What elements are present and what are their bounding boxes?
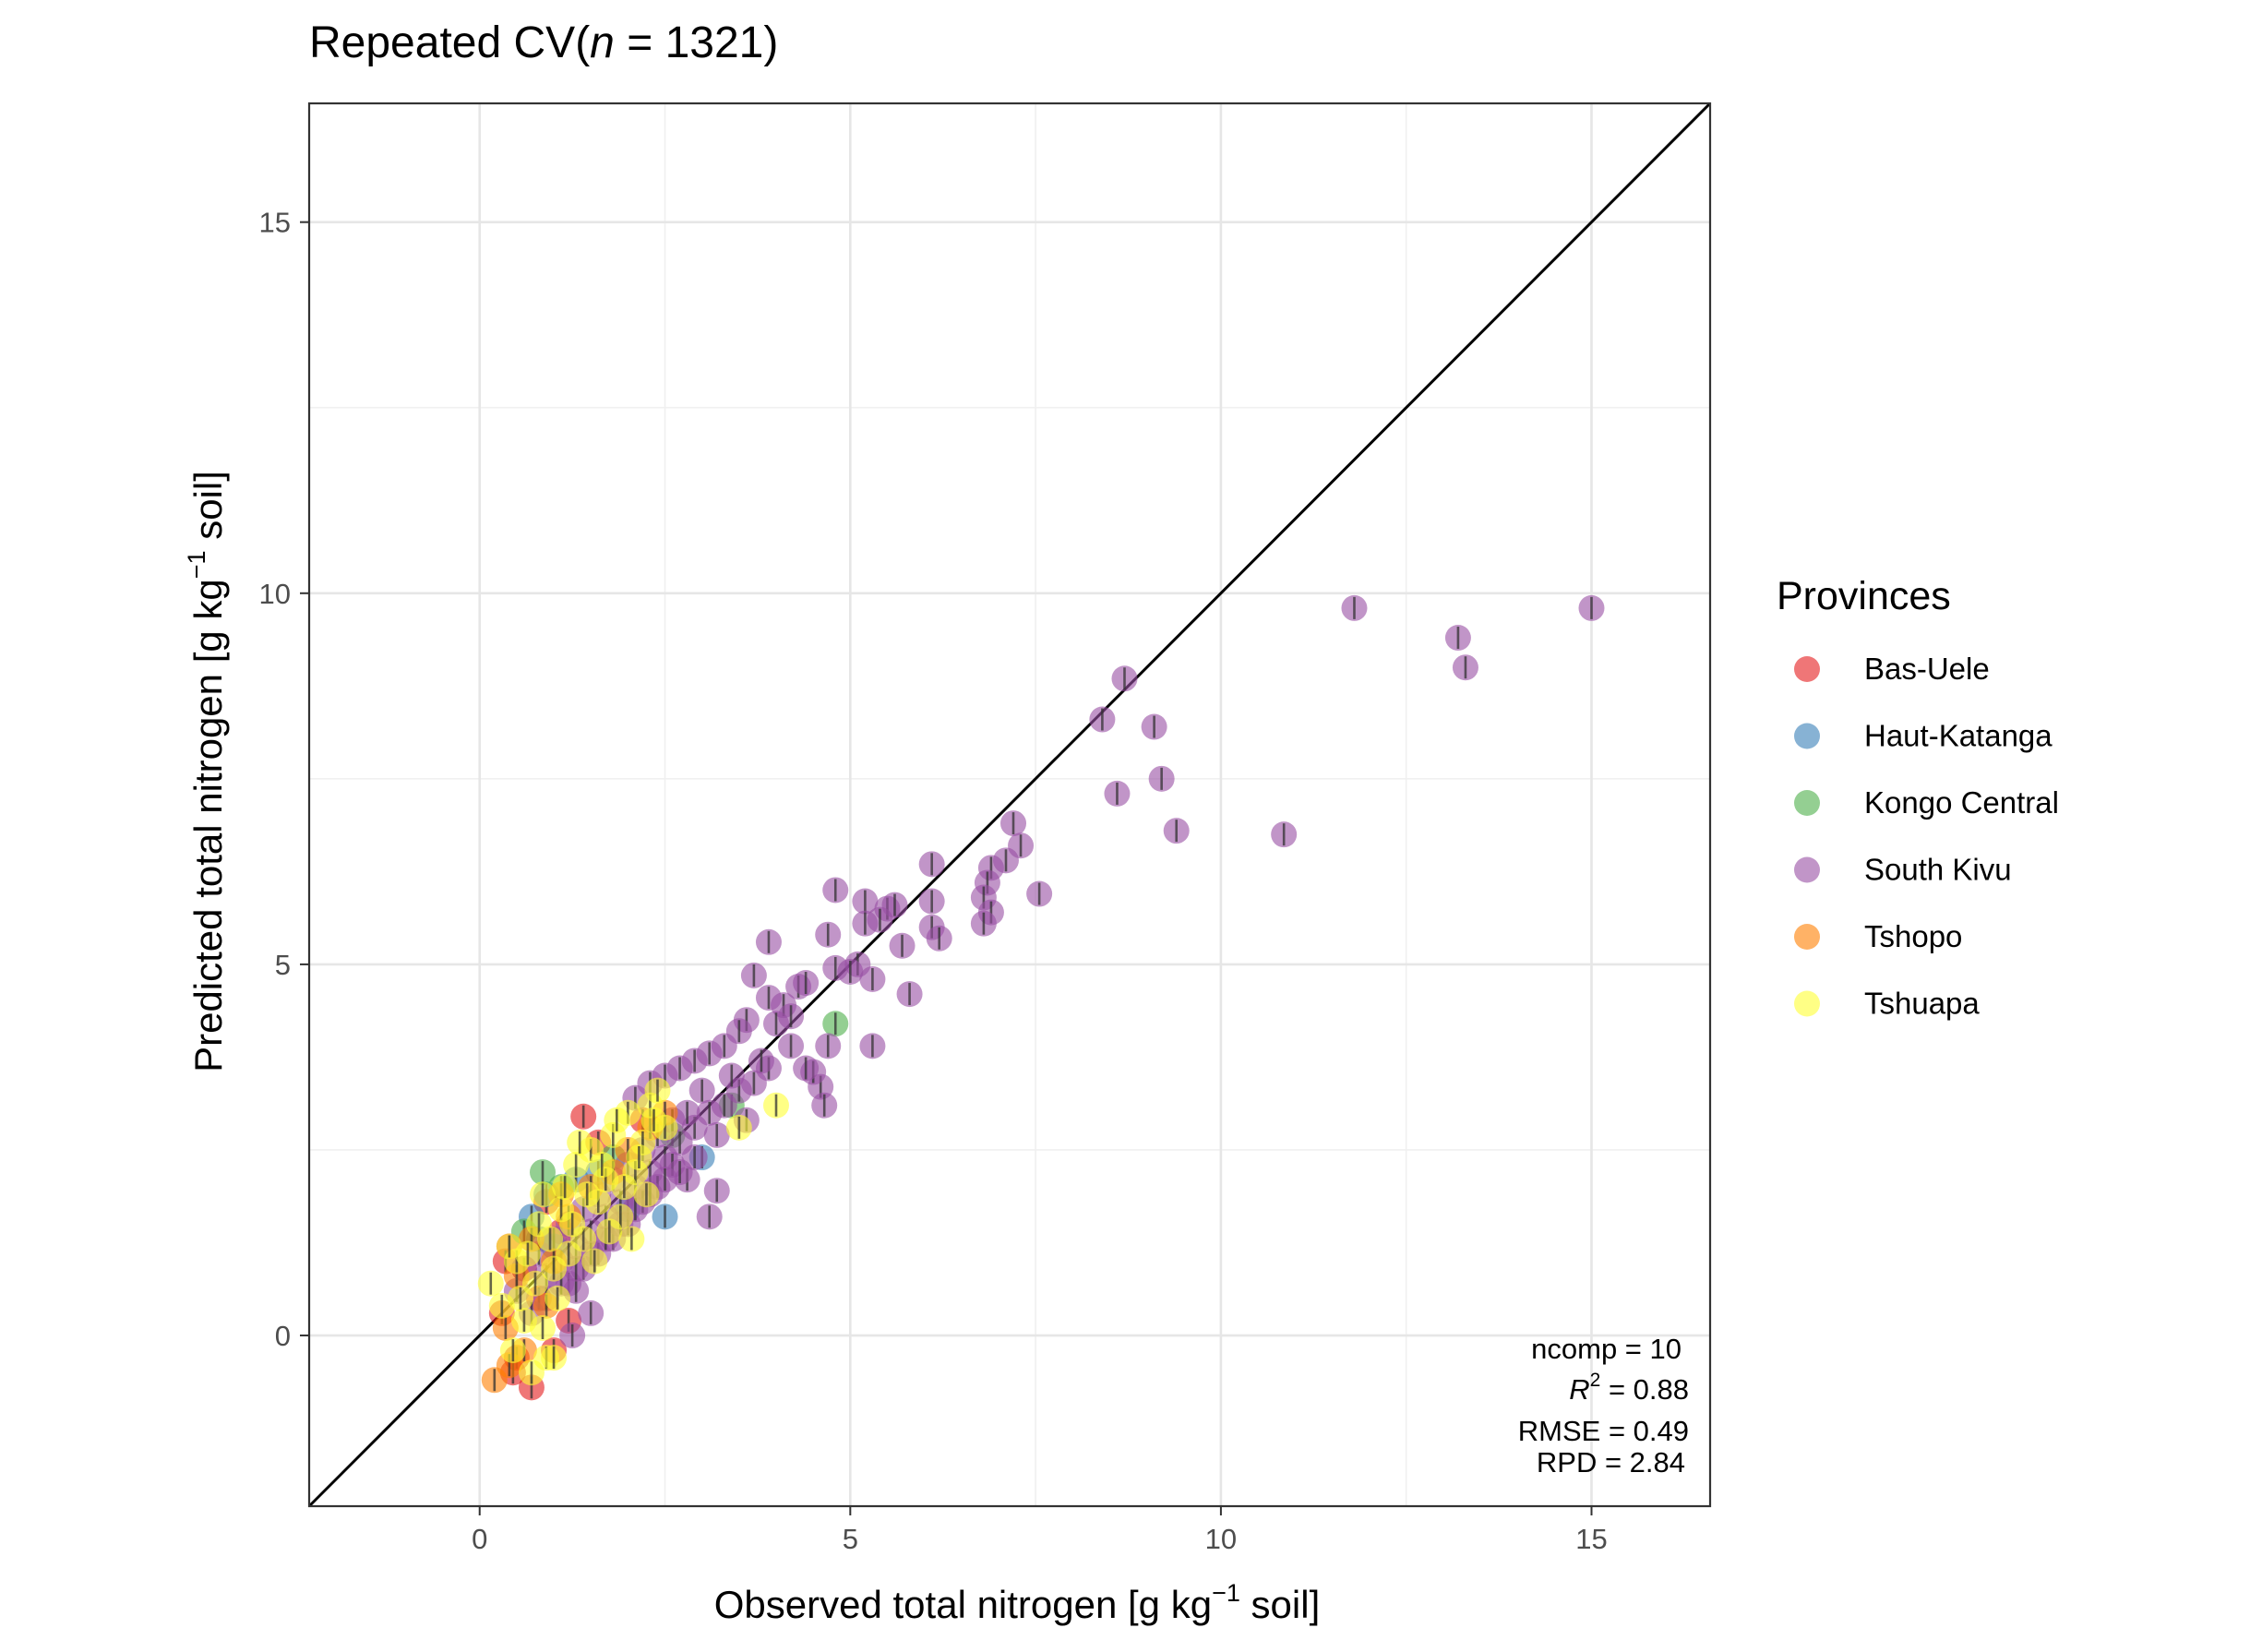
legend-label: Tshopo (1864, 919, 1962, 953)
legend-label: Kongo Central (1864, 785, 2059, 820)
x-tick-label: 5 (843, 1523, 858, 1555)
y-tick-label: 15 (259, 207, 291, 239)
legend-label: Haut-Katanga (1864, 719, 2053, 753)
stat-ncomp: ncomp = 10 (1531, 1333, 1682, 1365)
legend-items: Bas-Uele Haut-Katanga Kongo Central South K… (1794, 652, 2059, 1021)
x-tick-label: 15 (1575, 1523, 1607, 1555)
points-group (477, 594, 1605, 1401)
y-axis-ticks: 0 5 10 15 (259, 207, 309, 1352)
y-tick-label: 5 (275, 949, 291, 981)
legend-label: Tshuapa (1864, 987, 1980, 1021)
stat-r2: R2 = 0.88 (1569, 1370, 1689, 1406)
legend-key (1794, 924, 1820, 950)
legend-title: Provinces (1777, 574, 1951, 618)
grid-minor (309, 103, 1710, 1506)
legend-key (1794, 790, 1820, 816)
legend-item: Bas-Uele (1794, 652, 1990, 686)
legend-item: Tshopo (1794, 919, 1962, 953)
legend-item: South Kivu (1794, 853, 2012, 887)
legend-label: Bas-Uele (1864, 652, 1990, 686)
x-tick-label: 10 (1205, 1523, 1237, 1555)
chart-title: Repeated CV(n = 1321) (309, 18, 778, 67)
legend-key (1794, 656, 1820, 682)
y-axis-title: Predicted total nitrogen [g kg−1 soil] (183, 471, 230, 1072)
series-tshuapa (477, 1077, 789, 1386)
legend-item: Kongo Central (1794, 785, 2059, 820)
x-axis-title: Observed total nitrogen [g kg−1 soil] (714, 1579, 1320, 1626)
x-tick-label: 0 (472, 1523, 487, 1555)
legend-key (1794, 990, 1820, 1017)
stat-rpd: RPD = 2.84 (1537, 1446, 1685, 1478)
legend-item: Tshuapa (1794, 987, 1980, 1021)
y-tick-label: 10 (259, 578, 291, 610)
legend-label: South Kivu (1864, 853, 2012, 887)
panel-border (307, 102, 1712, 1508)
legend-item: Haut-Katanga (1794, 719, 2053, 753)
legend-key (1794, 856, 1820, 883)
legend: Provinces Bas-Uele Haut-Katanga Kongo Cent… (1777, 574, 2059, 1021)
legend-key (1794, 723, 1820, 749)
stat-rmse: RMSE = 0.49 (1518, 1415, 1689, 1447)
stats-annotation: ncomp = 10 R2 = 0.88 RMSE = 0.49 RPD = 2… (1518, 1333, 1689, 1478)
x-axis-ticks: 0 5 10 15 (472, 1506, 1608, 1555)
y-tick-label: 0 (275, 1320, 291, 1352)
